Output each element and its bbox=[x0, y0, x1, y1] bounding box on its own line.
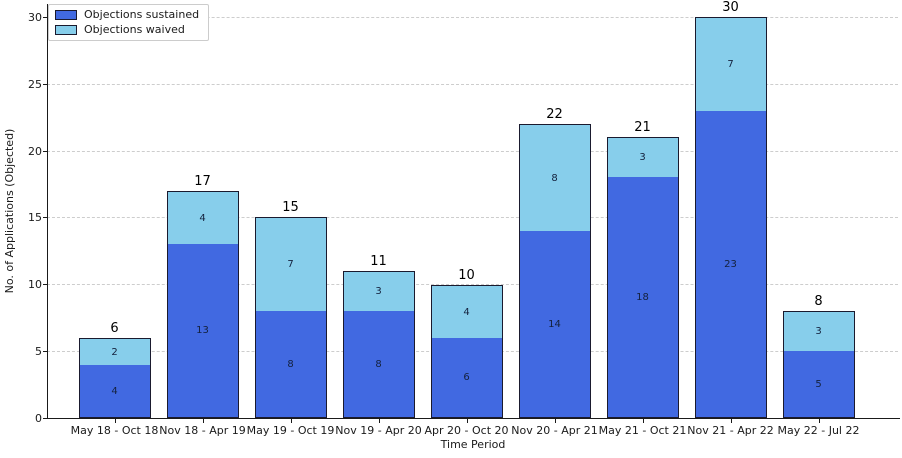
bar-total-label: 22 bbox=[546, 107, 563, 122]
y-tick-mark bbox=[43, 217, 47, 218]
x-tick-mark bbox=[642, 419, 644, 423]
legend-swatch-waived bbox=[55, 25, 77, 35]
y-tick-mark bbox=[43, 418, 47, 419]
bar-segment-waived: 3 bbox=[782, 311, 855, 351]
gridline bbox=[47, 217, 898, 218]
x-tick-label: May 21 - Oct 21 bbox=[598, 424, 687, 437]
bar-total-label: 15 bbox=[282, 200, 299, 215]
y-tick-mark bbox=[43, 351, 47, 352]
x-tick-label: Nov 19 - Apr 20 bbox=[335, 424, 422, 437]
y-tick-mark bbox=[43, 84, 47, 85]
y-tick-label: 20 bbox=[28, 145, 42, 158]
bar-segment-sustained: 6 bbox=[430, 338, 503, 418]
bar-segment-waived: 7 bbox=[694, 17, 767, 111]
legend-label-waived: Objections waived bbox=[84, 23, 185, 36]
x-tick-mark bbox=[818, 419, 820, 423]
y-tick-label: 15 bbox=[28, 211, 42, 224]
y-tick-mark bbox=[43, 17, 47, 18]
x-tick-mark bbox=[466, 419, 468, 423]
bar-segment-sustained: 14 bbox=[518, 231, 591, 418]
x-axis-label: Time Period bbox=[440, 438, 506, 451]
y-tick-label: 0 bbox=[35, 412, 42, 425]
x-tick-label: May 22 - Jul 22 bbox=[777, 424, 860, 437]
y-tick-label: 30 bbox=[28, 11, 42, 24]
y-tick-mark bbox=[43, 151, 47, 152]
legend-item-waived: Objections waived bbox=[55, 24, 199, 36]
legend-label-sustained: Objections sustained bbox=[84, 8, 200, 21]
x-tick-mark bbox=[730, 419, 732, 423]
y-axis-spine bbox=[47, 4, 48, 419]
gridline bbox=[47, 284, 898, 285]
bar-total-label: 10 bbox=[458, 268, 475, 283]
x-tick-mark bbox=[114, 419, 116, 423]
y-axis-label: No. of Applications (Objected) bbox=[3, 128, 16, 294]
legend-swatch-sustained bbox=[55, 10, 77, 20]
gridline bbox=[47, 17, 898, 18]
gridline bbox=[47, 84, 898, 85]
y-tick-label: 25 bbox=[28, 78, 42, 91]
bar-segment-waived: 4 bbox=[166, 191, 239, 244]
bar-total-label: 21 bbox=[634, 120, 651, 135]
bar-total-label: 8 bbox=[814, 294, 823, 309]
bar-total-label: 6 bbox=[110, 321, 119, 336]
bar-segment-sustained: 4 bbox=[78, 365, 151, 418]
legend: Objections sustained Objections waived bbox=[48, 4, 210, 41]
bar-segment-sustained: 8 bbox=[342, 311, 415, 418]
bar-segment-waived: 4 bbox=[430, 285, 503, 338]
y-tick-label: 10 bbox=[28, 278, 42, 291]
bar-segment-waived: 7 bbox=[254, 217, 327, 311]
bar-total-label: 30 bbox=[722, 0, 739, 15]
bar-segment-waived: 2 bbox=[78, 338, 151, 365]
bar-segment-sustained: 8 bbox=[254, 311, 327, 418]
x-tick-label: Nov 21 - Apr 22 bbox=[687, 424, 774, 437]
bar-segment-waived: 3 bbox=[342, 271, 415, 311]
x-tick-mark bbox=[378, 419, 380, 423]
legend-item-sustained: Objections sustained bbox=[55, 9, 199, 21]
y-tick-label: 5 bbox=[35, 345, 42, 358]
x-tick-mark bbox=[554, 419, 556, 423]
x-tick-mark bbox=[202, 419, 204, 423]
x-tick-label: Nov 20 - Apr 21 bbox=[511, 424, 598, 437]
bar-total-label: 17 bbox=[194, 174, 211, 189]
x-tick-label: Nov 18 - Apr 19 bbox=[159, 424, 246, 437]
bar-segment-sustained: 5 bbox=[782, 351, 855, 418]
bar-segment-waived: 8 bbox=[518, 124, 591, 231]
gridline bbox=[47, 151, 898, 152]
bar-total-label: 11 bbox=[370, 254, 387, 269]
y-tick-mark bbox=[43, 284, 47, 285]
x-axis-spine bbox=[47, 418, 900, 419]
x-tick-label: May 19 - Oct 19 bbox=[246, 424, 335, 437]
x-tick-label: May 18 - Oct 18 bbox=[70, 424, 159, 437]
bar-segment-sustained: 18 bbox=[606, 177, 679, 418]
x-tick-mark bbox=[290, 419, 292, 423]
bar-segment-sustained: 13 bbox=[166, 244, 239, 418]
x-tick-label: Apr 20 - Oct 20 bbox=[424, 424, 509, 437]
bar-segment-sustained: 23 bbox=[694, 111, 767, 418]
bar-segment-waived: 3 bbox=[606, 137, 679, 177]
